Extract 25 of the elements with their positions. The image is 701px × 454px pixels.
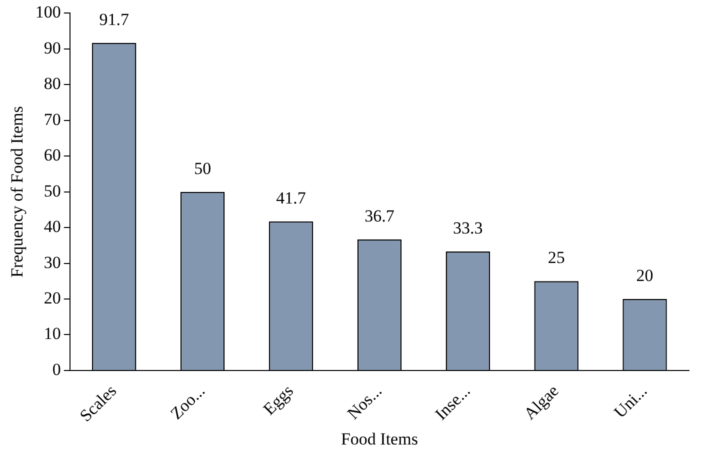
y-tick-label: 10 bbox=[44, 324, 61, 344]
y-tick-label: 20 bbox=[44, 288, 61, 308]
x-tick-label: Uni... bbox=[610, 381, 651, 422]
data-label: 50 bbox=[194, 158, 212, 178]
y-tick-label: 70 bbox=[44, 110, 61, 129]
data-label: 20 bbox=[636, 266, 654, 285]
x-tick-label: Nos... bbox=[344, 381, 386, 424]
x-axis-title: Food Items bbox=[340, 429, 418, 448]
y-tick-label: 0 bbox=[52, 360, 61, 379]
x-tick-label: Inse... bbox=[431, 381, 474, 424]
data-label: 25 bbox=[548, 248, 565, 268]
data-label: 33.3 bbox=[453, 218, 483, 238]
y-tick-label: 40 bbox=[44, 217, 61, 236]
data-label: 91.7 bbox=[99, 10, 130, 29]
y-tick-label: 90 bbox=[44, 38, 61, 58]
data-label: 36.7 bbox=[364, 206, 395, 226]
y-tick-label: 100 bbox=[35, 2, 61, 22]
y-axis-title: Frequency of Food Items bbox=[8, 106, 27, 278]
data-label: 41.7 bbox=[276, 188, 306, 208]
y-tick-label: 80 bbox=[44, 74, 61, 94]
x-tick-label: Eggs bbox=[260, 381, 297, 419]
y-tick-label: 30 bbox=[44, 252, 61, 272]
y-tick-label: 50 bbox=[44, 181, 61, 200]
y-tick-label: 60 bbox=[44, 146, 61, 165]
x-tick-label: Zoo... bbox=[166, 381, 209, 424]
